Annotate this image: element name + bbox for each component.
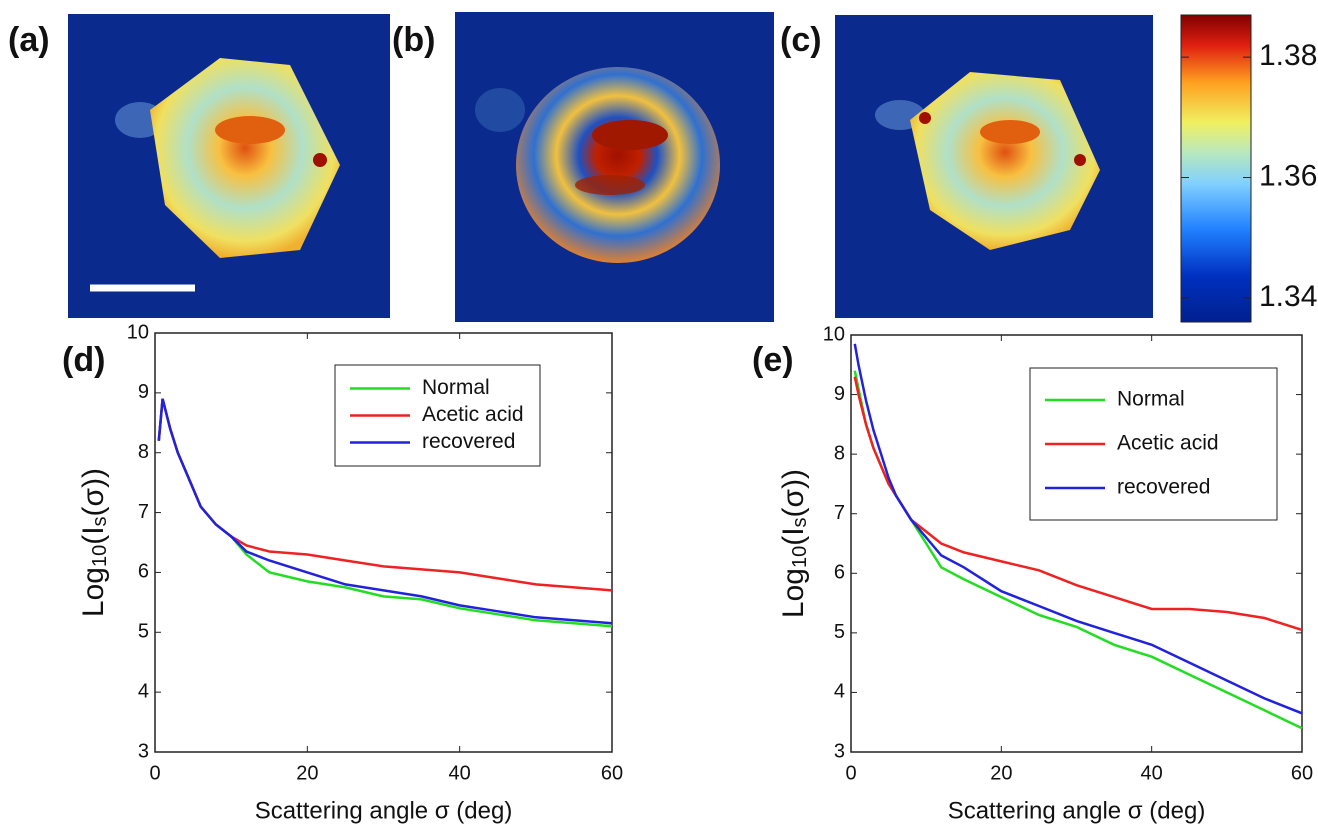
colorbar-tick-label: 1.38 [1259, 39, 1317, 72]
legend-label: Normal [422, 376, 490, 399]
y-axis-label-part: Log [77, 567, 110, 617]
x-tick-label: 60 [1291, 762, 1313, 784]
y-axis-label-part: 10 [789, 546, 811, 568]
y-tick-label: 8 [834, 442, 845, 464]
x-tick-label: 20 [990, 762, 1012, 784]
y-tick-label: 6 [834, 562, 845, 584]
legend-label: Acetic acid [422, 403, 524, 426]
x-tick-label: 40 [1141, 762, 1163, 784]
data-line [853, 376, 1303, 632]
y-axis-label-part: (σ)) [77, 468, 110, 517]
y-tick-label: 10 [823, 323, 845, 345]
x-tick-label: 40 [449, 762, 471, 784]
x-tick-label: 60 [601, 762, 623, 784]
x-axis-label: Scattering angle σ (deg) [255, 797, 513, 824]
x-tick-label: 20 [296, 762, 318, 784]
panel-label: (d) [62, 341, 105, 379]
legend-label: Acetic acid [1117, 432, 1219, 455]
y-axis-label-part: s [789, 517, 811, 527]
y-axis-label-part: (I [77, 526, 110, 544]
colorbar-tick-label: 1.36 [1259, 159, 1317, 192]
y-tick-label: 7 [138, 501, 149, 523]
data-line [853, 343, 1303, 715]
y-axis-label-part: s [89, 516, 111, 526]
y-tick-label: 9 [138, 381, 149, 403]
legend-label: recovered [422, 430, 515, 453]
panel-label: (b) [392, 21, 435, 59]
colorbar [1180, 14, 1252, 323]
y-tick-label: 10 [127, 321, 149, 343]
x-axis-label: Scattering angle σ (deg) [948, 797, 1206, 824]
data-line [157, 398, 613, 625]
y-tick-label: 7 [834, 502, 845, 524]
legend-label: Normal [1117, 388, 1185, 411]
y-tick-label: 5 [138, 621, 149, 643]
y-tick-label: 4 [834, 681, 845, 703]
x-tick-label: 0 [845, 762, 856, 784]
y-tick-label: 5 [834, 621, 845, 643]
y-axis-label: Log10(Is(σ)) [777, 469, 811, 618]
y-axis-label: Log10(Is(σ)) [77, 468, 111, 617]
legend-label: recovered [1117, 476, 1210, 499]
y-tick-label: 6 [138, 561, 149, 583]
y-axis-label-part: (σ)) [777, 469, 810, 518]
y-tick-label: 3 [834, 740, 845, 762]
panel-label: (a) [8, 21, 50, 59]
y-tick-label: 3 [138, 740, 149, 762]
y-axis-label-part: 10 [89, 545, 111, 567]
y-tick-label: 8 [138, 441, 149, 463]
y-axis-label-part: (I [777, 527, 810, 545]
image-b [455, 12, 774, 322]
image-a [68, 14, 390, 318]
image-c [835, 15, 1153, 318]
panel-label: (c) [780, 21, 822, 59]
y-tick-label: 9 [834, 383, 845, 405]
y-tick-label: 4 [138, 680, 149, 702]
colorbar-tick-label: 1.34 [1259, 280, 1317, 313]
x-tick-label: 0 [149, 762, 160, 784]
y-axis-label-part: Log [777, 568, 810, 618]
panel-label: (e) [752, 341, 794, 379]
